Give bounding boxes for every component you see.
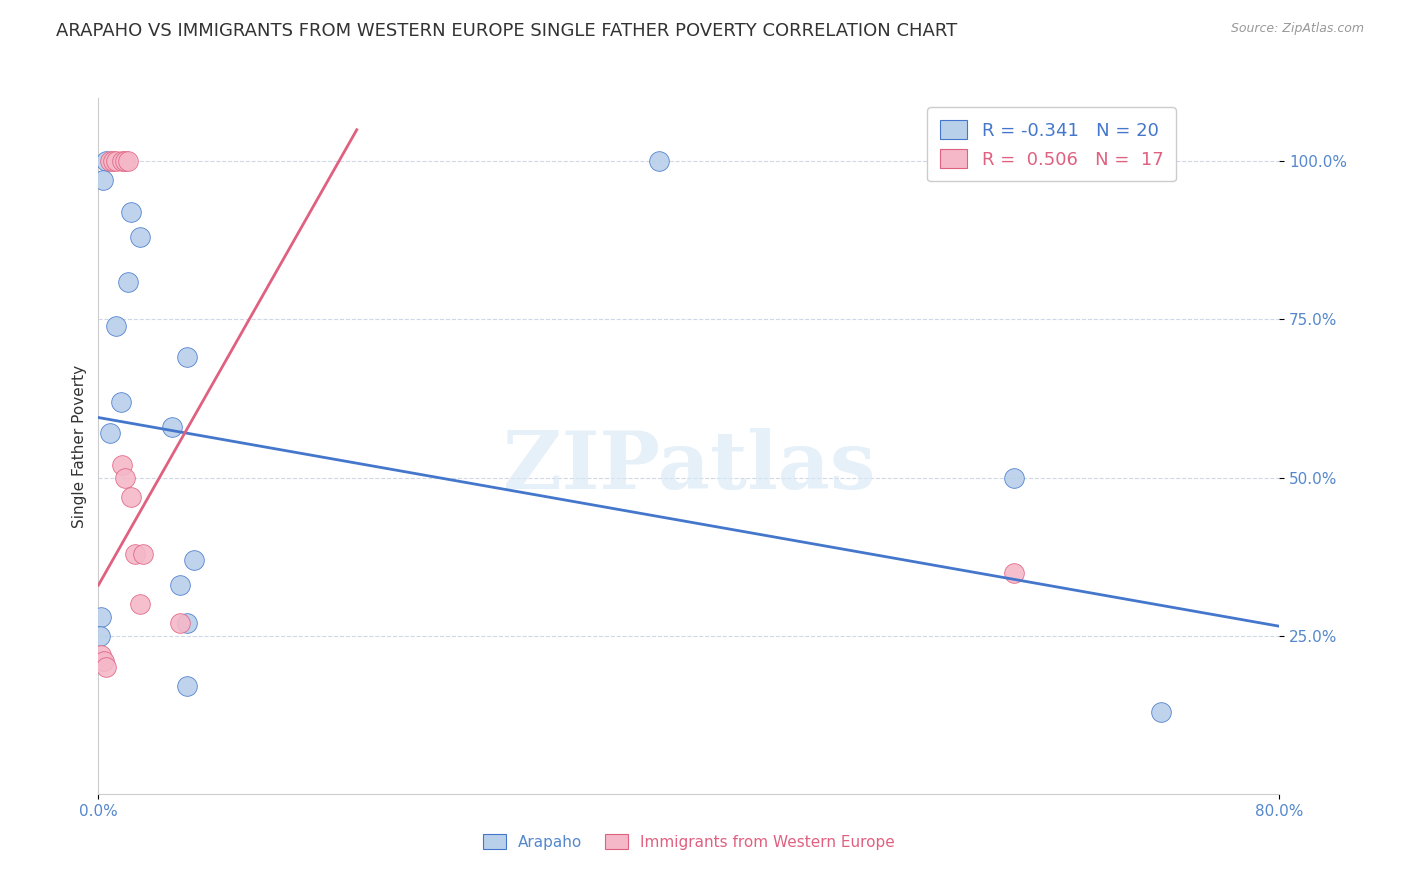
Point <box>162 420 183 434</box>
Point <box>176 351 198 365</box>
Point <box>120 490 142 504</box>
Point <box>89 629 111 643</box>
Point <box>132 547 155 561</box>
Point <box>114 154 136 169</box>
Y-axis label: Single Father Poverty: Single Father Poverty <box>72 365 87 527</box>
Point <box>111 154 134 169</box>
Legend: Arapaho, Immigrants from Western Europe: Arapaho, Immigrants from Western Europe <box>477 828 901 855</box>
Point <box>91 654 114 668</box>
Point <box>117 275 139 289</box>
Point <box>105 154 128 169</box>
Point <box>1002 470 1025 484</box>
Point <box>98 426 121 441</box>
Point <box>90 609 112 624</box>
Point <box>176 679 198 693</box>
Point <box>1150 705 1173 719</box>
Point <box>128 230 150 244</box>
Point <box>98 154 121 169</box>
Point <box>169 578 191 592</box>
Point <box>128 597 150 611</box>
Point <box>169 616 191 631</box>
Point <box>105 318 128 333</box>
Point <box>117 154 139 169</box>
Text: Source: ZipAtlas.com: Source: ZipAtlas.com <box>1230 22 1364 36</box>
Text: ZIPatlas: ZIPatlas <box>503 428 875 506</box>
Point <box>111 458 134 472</box>
Point <box>1002 566 1025 580</box>
Point <box>93 654 115 668</box>
Text: ARAPAHO VS IMMIGRANTS FROM WESTERN EUROPE SINGLE FATHER POVERTY CORRELATION CHAR: ARAPAHO VS IMMIGRANTS FROM WESTERN EUROP… <box>56 22 957 40</box>
Point <box>110 394 132 409</box>
Point <box>648 154 671 169</box>
Point <box>124 547 146 561</box>
Point <box>183 553 205 567</box>
Point <box>94 660 117 674</box>
Point <box>176 616 198 631</box>
Point <box>103 154 125 169</box>
Point <box>90 648 112 662</box>
Point <box>94 154 117 169</box>
Point <box>114 470 136 484</box>
Point <box>91 173 114 187</box>
Point <box>120 205 142 219</box>
